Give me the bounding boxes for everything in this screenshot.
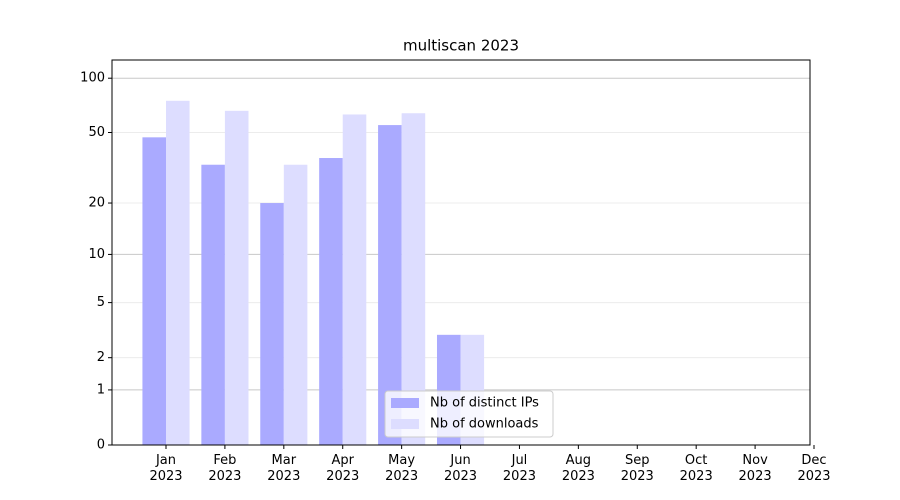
bar (142, 137, 166, 446)
y-tick-label: 20 (88, 196, 105, 211)
legend-swatch (391, 398, 419, 408)
legend-label: Nb of downloads (430, 417, 539, 432)
y-tick-label: 10 (88, 247, 105, 262)
x-tick-label: Mar 2023 (267, 453, 301, 484)
bar (224, 110, 249, 445)
y-tick-label: 5 (97, 295, 105, 310)
x-tick-label: Feb 2023 (208, 453, 242, 484)
y-tick-label: 0 (97, 438, 105, 453)
x-tick-label: Aug 2023 (561, 453, 595, 484)
x-tick-label: Jan 2023 (149, 453, 183, 484)
y-tick-label: 100 (80, 71, 105, 86)
y-tick-label: 2 (97, 350, 105, 365)
legend: Nb of distinct IPs Nb of downloads (384, 390, 554, 438)
legend-swatch (391, 419, 419, 429)
bar (401, 113, 426, 446)
y-tick-label: 1 (97, 382, 105, 397)
legend-frame (384, 390, 554, 438)
bar (260, 203, 284, 445)
x-tick-label: Jul 2023 (502, 453, 536, 484)
x-tick-label: Dec 2023 (797, 453, 831, 484)
x-tick-label: Apr 2023 (326, 453, 360, 484)
bar (319, 158, 343, 445)
bar (378, 125, 402, 445)
bar (342, 114, 367, 445)
bar (166, 100, 190, 445)
plot-frame (111, 59, 811, 446)
y-tick-label: 50 (88, 125, 105, 140)
x-tick-label: Nov 2023 (738, 453, 772, 484)
x-tick-label: Jun 2023 (443, 453, 478, 484)
x-tick-label: Sep 2023 (620, 453, 654, 484)
x-tick-label: May 2023 (385, 453, 419, 484)
legend-label: Nb of distinct IPs (430, 396, 539, 411)
bar (283, 164, 308, 445)
chart-title: multiscan 2023 (403, 37, 519, 55)
bar (201, 164, 225, 445)
x-tick-label: Oct 2023 (679, 453, 713, 484)
